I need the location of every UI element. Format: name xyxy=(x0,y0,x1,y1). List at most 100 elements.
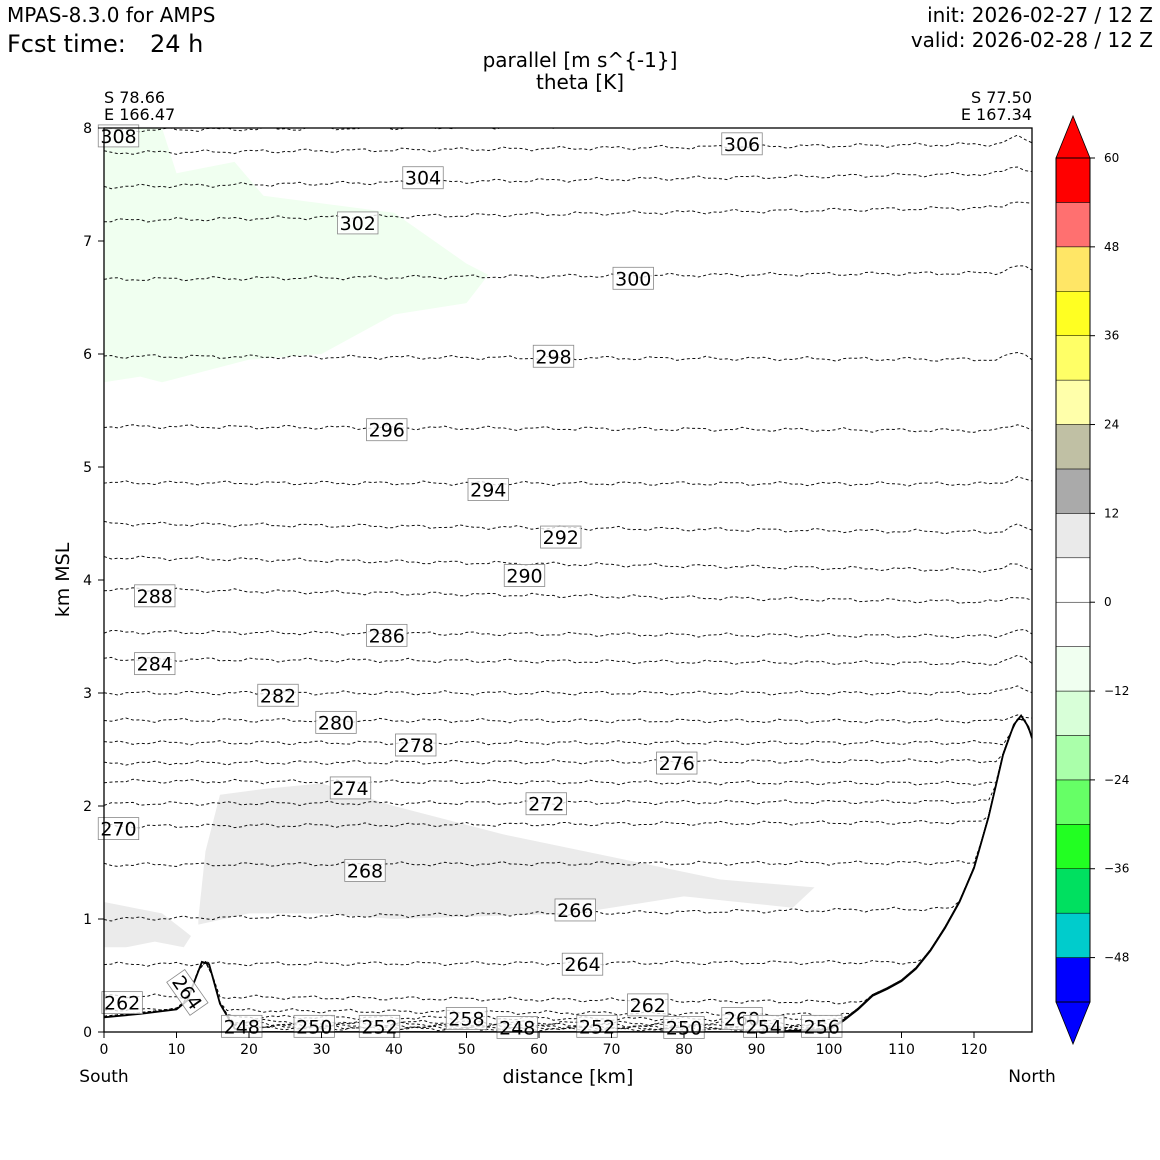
svg-text:262: 262 xyxy=(630,995,666,1017)
theta-contour-280 xyxy=(104,714,1032,724)
theta-contour-304 xyxy=(104,166,1032,190)
contour-label-296: 296 xyxy=(366,418,408,442)
forecast-time-label: Fcst time: xyxy=(7,30,126,58)
contour-label-274: 274 xyxy=(329,776,372,800)
colorbar-tick-label-5: 12 xyxy=(1104,506,1119,520)
contour-label-272: 272 xyxy=(525,792,567,816)
contour-label-264: 264 xyxy=(561,952,604,976)
contour-label-294: 294 xyxy=(467,478,509,502)
contour-label-258: 258 xyxy=(445,1007,488,1030)
svg-text:262: 262 xyxy=(104,993,140,1015)
end-lat: S 77.50 xyxy=(971,88,1032,107)
colorbar-bin-10 xyxy=(1055,513,1091,559)
svg-text:250: 250 xyxy=(666,1017,702,1039)
colorbar-tick-label-8: 48 xyxy=(1104,240,1119,254)
colorbar-bin-7 xyxy=(1055,646,1091,692)
contour-label-262: 262 xyxy=(627,993,669,1017)
x-tick-label-100: 100 xyxy=(816,1042,843,1058)
contour-label-extra-0: 262 xyxy=(101,991,143,1015)
theta-contour-282 xyxy=(104,685,1032,696)
contour-label-290: 290 xyxy=(503,564,546,587)
svg-text:274: 274 xyxy=(332,778,368,800)
x-tick-label-50: 50 xyxy=(458,1042,476,1058)
colorbar-bin-9 xyxy=(1055,557,1091,603)
wind-shade-weak-positive-south xyxy=(104,902,191,948)
theta-contour-296 xyxy=(104,424,1032,433)
contour-label-302: 302 xyxy=(337,211,379,235)
y-tick-label-2: 2 xyxy=(83,799,92,815)
svg-text:268: 268 xyxy=(347,860,383,882)
contour-label-270: 270 xyxy=(97,817,140,841)
theta-contour-290 xyxy=(104,555,1032,574)
wind-shade-weak-negative xyxy=(104,128,489,383)
x-tick-label-30: 30 xyxy=(313,1042,331,1058)
svg-text:280: 280 xyxy=(318,712,354,734)
svg-text:282: 282 xyxy=(260,685,296,707)
svg-text:308: 308 xyxy=(100,126,136,148)
contour-label-250: 250 xyxy=(293,1014,335,1038)
svg-text:248: 248 xyxy=(224,1016,260,1038)
chart-title-wind: parallel [m s^{-1}] xyxy=(483,48,678,72)
y-tick-label-8: 8 xyxy=(83,121,92,137)
x-tick-label-90: 90 xyxy=(748,1042,766,1058)
contour-label-248: 248 xyxy=(221,1014,263,1038)
valid-time: valid: 2026-02-28 / 12 Z xyxy=(911,28,1153,52)
x-tick-label-0: 0 xyxy=(100,1042,109,1058)
theta-contour-276 xyxy=(104,718,1032,766)
x-tick-label-40: 40 xyxy=(385,1042,403,1058)
colorbar-bin-8 xyxy=(1055,601,1091,647)
colorbar-bin-14 xyxy=(1055,335,1091,381)
svg-text:300: 300 xyxy=(615,268,651,290)
theta-contour-layer xyxy=(104,128,1032,1032)
contour-label-extra-3: 250 xyxy=(663,1016,705,1039)
south-label: South xyxy=(79,1067,128,1087)
colorbar-bin-13 xyxy=(1055,379,1091,425)
y-tick-label-4: 4 xyxy=(83,573,92,589)
theta-contour-284 xyxy=(104,654,1032,666)
y-tick-label-7: 7 xyxy=(83,234,92,250)
theta-contour-294 xyxy=(104,476,1032,487)
colorbar-bin-2 xyxy=(1055,868,1091,914)
colorbar-tick-label-3: −12 xyxy=(1104,684,1129,698)
theta-contour-274 xyxy=(104,718,1032,786)
colorbar-tick-label-2: −24 xyxy=(1104,773,1129,787)
colorbar-bin-4 xyxy=(1055,779,1091,825)
y-axis-label: km MSL xyxy=(52,542,74,617)
contour-label-268: 268 xyxy=(344,859,386,882)
contour-label-300: 300 xyxy=(612,266,654,290)
svg-text:292: 292 xyxy=(543,527,579,549)
svg-text:294: 294 xyxy=(470,480,506,502)
theta-contour-308 xyxy=(104,128,599,133)
contour-label-286: 286 xyxy=(366,623,408,647)
wind-shade-weak-positive-low xyxy=(198,783,815,925)
y-tick-label-3: 3 xyxy=(83,686,92,702)
svg-text:264: 264 xyxy=(564,954,600,976)
x-tick-label-60: 60 xyxy=(530,1042,548,1058)
svg-text:290: 290 xyxy=(506,565,542,587)
svg-text:288: 288 xyxy=(137,586,173,608)
colorbar: −48 −36 −24 −12 0 12 24 36 48 60 xyxy=(1055,114,1129,1046)
theta-contour-278 xyxy=(104,718,1032,746)
contour-label-292: 292 xyxy=(540,525,582,549)
terrain-layer xyxy=(104,714,1032,1032)
svg-text:302: 302 xyxy=(340,213,376,235)
end-lon: E 167.34 xyxy=(961,105,1032,124)
y-tick-label-1: 1 xyxy=(83,912,92,928)
contour-label-extra-4: 248 xyxy=(496,1016,538,1039)
svg-text:296: 296 xyxy=(369,420,405,442)
svg-text:270: 270 xyxy=(100,819,136,841)
theta-contour-298 xyxy=(104,351,1032,362)
svg-text:272: 272 xyxy=(528,794,564,816)
x-tick-label-20: 20 xyxy=(240,1042,258,1058)
theta-contour-268 xyxy=(104,718,1032,868)
start-lon: E 166.47 xyxy=(104,105,175,124)
contour-label-298: 298 xyxy=(532,344,575,368)
colorbar-tick-label-6: 24 xyxy=(1104,418,1119,432)
theta-contour-270 xyxy=(104,718,1032,829)
start-lat: S 78.66 xyxy=(104,88,165,107)
contour-label-306: 306 xyxy=(721,132,763,156)
x-tick-label-80: 80 xyxy=(675,1042,693,1058)
contour-label-304: 304 xyxy=(402,166,444,190)
